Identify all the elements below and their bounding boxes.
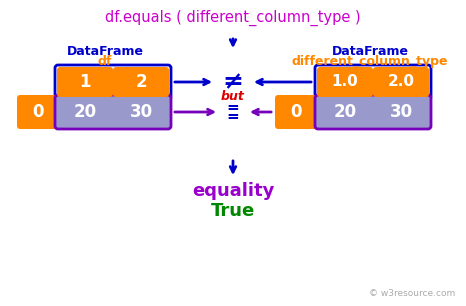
- Text: 1: 1: [79, 73, 91, 91]
- FancyBboxPatch shape: [275, 95, 317, 129]
- Text: 30: 30: [130, 103, 152, 121]
- Text: 2: 2: [135, 73, 147, 91]
- Text: 20: 20: [74, 103, 96, 121]
- Text: 2.0: 2.0: [388, 74, 414, 89]
- FancyBboxPatch shape: [113, 67, 169, 97]
- Text: 30: 30: [390, 103, 412, 121]
- FancyBboxPatch shape: [55, 95, 171, 129]
- FancyBboxPatch shape: [57, 67, 113, 97]
- Text: 1.0: 1.0: [332, 74, 358, 89]
- Text: True: True: [211, 202, 255, 220]
- Text: df: df: [98, 55, 112, 68]
- Text: 20: 20: [334, 103, 356, 121]
- Text: df.equals ( different_column_type ): df.equals ( different_column_type ): [105, 10, 361, 26]
- Text: 0: 0: [290, 103, 302, 121]
- FancyBboxPatch shape: [55, 65, 171, 99]
- Text: ≠: ≠: [222, 70, 244, 94]
- FancyBboxPatch shape: [315, 95, 431, 129]
- FancyBboxPatch shape: [373, 67, 429, 97]
- FancyBboxPatch shape: [317, 67, 373, 97]
- Text: =
=: = =: [226, 100, 240, 124]
- FancyBboxPatch shape: [17, 95, 59, 129]
- Text: 0: 0: [32, 103, 44, 121]
- Text: DataFrame: DataFrame: [331, 45, 409, 58]
- FancyBboxPatch shape: [315, 65, 431, 99]
- Text: different_column_type: different_column_type: [292, 55, 448, 68]
- Text: DataFrame: DataFrame: [67, 45, 144, 58]
- Text: but: but: [221, 91, 245, 103]
- Text: equality: equality: [192, 182, 274, 200]
- Text: © w3resource.com: © w3resource.com: [369, 289, 455, 298]
